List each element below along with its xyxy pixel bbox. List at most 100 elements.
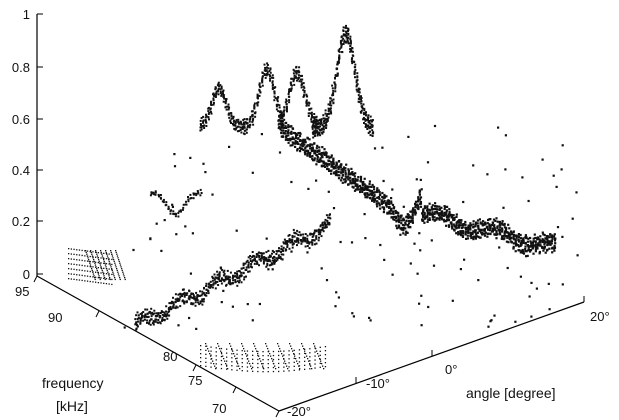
data-point xyxy=(347,183,350,186)
data-point xyxy=(495,237,498,240)
data-point xyxy=(335,68,338,71)
data-point xyxy=(493,314,496,317)
data-point xyxy=(267,268,270,271)
data-point xyxy=(92,257,94,259)
data-point xyxy=(243,125,246,128)
data-point xyxy=(395,219,398,222)
data-point xyxy=(205,292,208,294)
data-point xyxy=(369,119,372,122)
data-point xyxy=(483,227,487,231)
data-point xyxy=(103,260,105,263)
data-point xyxy=(266,73,268,76)
data-point xyxy=(311,149,314,152)
data-point xyxy=(272,255,275,258)
data-point xyxy=(316,134,319,137)
data-point xyxy=(361,105,364,108)
data-point xyxy=(548,236,551,239)
data-point xyxy=(547,282,550,285)
data-point xyxy=(395,227,399,230)
data-point xyxy=(291,243,294,246)
data-point xyxy=(265,265,268,268)
data-point xyxy=(195,327,198,330)
data-point xyxy=(119,264,122,266)
data-point xyxy=(285,103,288,106)
data-point xyxy=(297,239,300,242)
data-point xyxy=(341,174,344,177)
data-point xyxy=(316,127,319,130)
frequency-tick-label: 95 xyxy=(15,284,29,299)
data-point xyxy=(180,210,182,213)
data-point xyxy=(327,107,330,110)
data-point xyxy=(524,247,527,251)
data-point xyxy=(311,121,314,123)
data-point xyxy=(70,278,72,280)
data-point xyxy=(199,302,202,305)
data-point xyxy=(288,91,290,93)
data-point xyxy=(239,368,241,370)
data-point xyxy=(211,279,214,282)
data-point xyxy=(466,237,470,240)
data-point xyxy=(541,231,544,234)
data-point xyxy=(175,298,178,301)
data-point xyxy=(372,195,376,198)
data-point xyxy=(398,225,401,228)
data-point xyxy=(329,102,332,104)
data-point xyxy=(391,203,395,207)
data-point xyxy=(367,126,370,129)
data-point xyxy=(422,209,425,212)
data-point xyxy=(269,68,272,71)
data-point xyxy=(115,250,117,252)
data-point xyxy=(84,265,86,267)
data-point xyxy=(142,319,145,322)
data-point xyxy=(378,204,381,207)
data-point xyxy=(360,100,363,103)
data-point xyxy=(409,262,412,265)
data-point xyxy=(526,240,529,243)
data-point xyxy=(238,270,241,273)
data-point xyxy=(239,129,242,131)
data-point xyxy=(459,232,462,235)
data-point xyxy=(155,312,158,315)
data-point xyxy=(414,213,417,216)
data-point xyxy=(322,365,324,367)
data-point xyxy=(295,142,298,145)
data-point xyxy=(370,185,373,188)
data-point xyxy=(340,36,343,39)
data-point xyxy=(256,262,258,265)
data-point xyxy=(263,368,265,370)
z-tick-label: 0.6 xyxy=(12,112,30,127)
data-point xyxy=(92,271,94,273)
data-point xyxy=(97,252,99,254)
data-point xyxy=(508,238,511,241)
data-point xyxy=(284,101,287,104)
data-point xyxy=(224,360,226,362)
data-point xyxy=(347,30,349,32)
data-point xyxy=(153,309,156,312)
data-point xyxy=(526,244,529,247)
data-point xyxy=(422,210,425,213)
data-point xyxy=(81,274,83,277)
data-point xyxy=(271,88,274,90)
data-point xyxy=(105,273,108,275)
data-point xyxy=(353,70,356,73)
data-point xyxy=(355,183,358,186)
data-point xyxy=(328,156,331,159)
data-point xyxy=(545,235,548,238)
data-point xyxy=(208,282,211,285)
data-point xyxy=(356,187,359,190)
data-point xyxy=(304,360,306,362)
data-point xyxy=(236,365,238,367)
data-point xyxy=(351,179,355,182)
data-point xyxy=(211,275,214,278)
data-point xyxy=(234,272,237,275)
data-point xyxy=(386,212,389,215)
data-point xyxy=(325,279,329,282)
data-point xyxy=(371,120,373,123)
data-point xyxy=(97,272,99,274)
data-point xyxy=(469,222,472,225)
data-point xyxy=(240,281,243,284)
data-point xyxy=(551,235,554,238)
data-point xyxy=(265,343,267,345)
data-point xyxy=(314,129,317,132)
data-point xyxy=(296,133,299,136)
